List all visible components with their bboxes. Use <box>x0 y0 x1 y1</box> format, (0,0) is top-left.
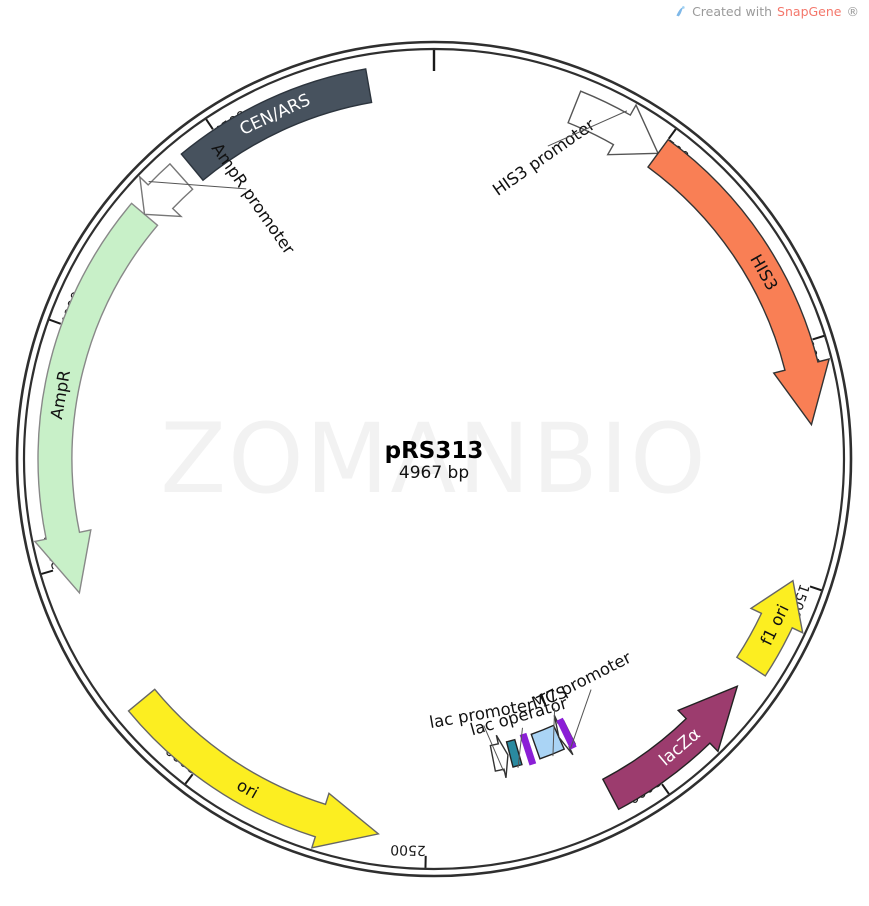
background-watermark: ZOMANBIO <box>160 403 707 515</box>
feature-label-his3-promoter: HIS3 promoter <box>489 115 598 200</box>
feature-lacz-alpha[interactable] <box>601 685 739 811</box>
snapgene-watermark-mark: ® <box>846 4 860 19</box>
feature-lac-operator[interactable] <box>505 738 523 768</box>
snapgene-logo-icon <box>674 5 687 18</box>
plasmid-size: 4967 bp <box>399 463 469 483</box>
leader-line-his3-promoter <box>547 110 628 147</box>
leader-line-ampr-promoter <box>148 181 247 190</box>
feature-his3-promoter[interactable] <box>567 90 660 156</box>
ruler-tick <box>809 585 822 592</box>
feature-layer[interactable] <box>33 68 831 849</box>
snapgene-watermark-brand: SnapGene <box>777 4 842 19</box>
ruler-tick <box>41 569 54 575</box>
ruler-tick-label: 2500 <box>390 841 426 858</box>
ruler-tick <box>661 783 670 795</box>
feature-label-ampr-promoter: AmpR promoter <box>208 140 299 258</box>
feature-ampr-promoter[interactable] <box>138 162 194 218</box>
feature-cen-ars[interactable] <box>180 68 373 182</box>
feature-his3[interactable] <box>647 138 831 427</box>
feature-mcs[interactable] <box>530 724 566 760</box>
restriction-site-left-outer[interactable] <box>556 717 577 750</box>
ruler-tick <box>49 318 62 325</box>
leader-line-lac-operator <box>517 727 523 768</box>
leader-line-mcs <box>552 708 556 757</box>
feature-ampr[interactable] <box>33 202 159 595</box>
snapgene-watermark-prefix: Created with <box>692 4 773 19</box>
feature-ori[interactable] <box>127 688 380 849</box>
ruler-tick <box>667 128 677 140</box>
feature-label-t7-promoter: T7 promoter <box>533 648 634 712</box>
leader-line-t7-promoter <box>570 689 592 749</box>
plasmid-title: pRS313 <box>385 438 484 464</box>
ruler-tick <box>812 334 825 341</box>
leader-line-lac-promoter <box>483 725 505 772</box>
feature-lac-promoter[interactable] <box>489 734 509 778</box>
ruler-tick <box>205 118 214 130</box>
ruler-tick <box>184 773 194 785</box>
restriction-site-right-outer[interactable] <box>519 732 537 766</box>
feature-f1-ori[interactable] <box>735 579 804 677</box>
plasmid-backbone <box>15 40 853 878</box>
snapgene-watermark: Created with SnapGene ® <box>674 4 859 19</box>
